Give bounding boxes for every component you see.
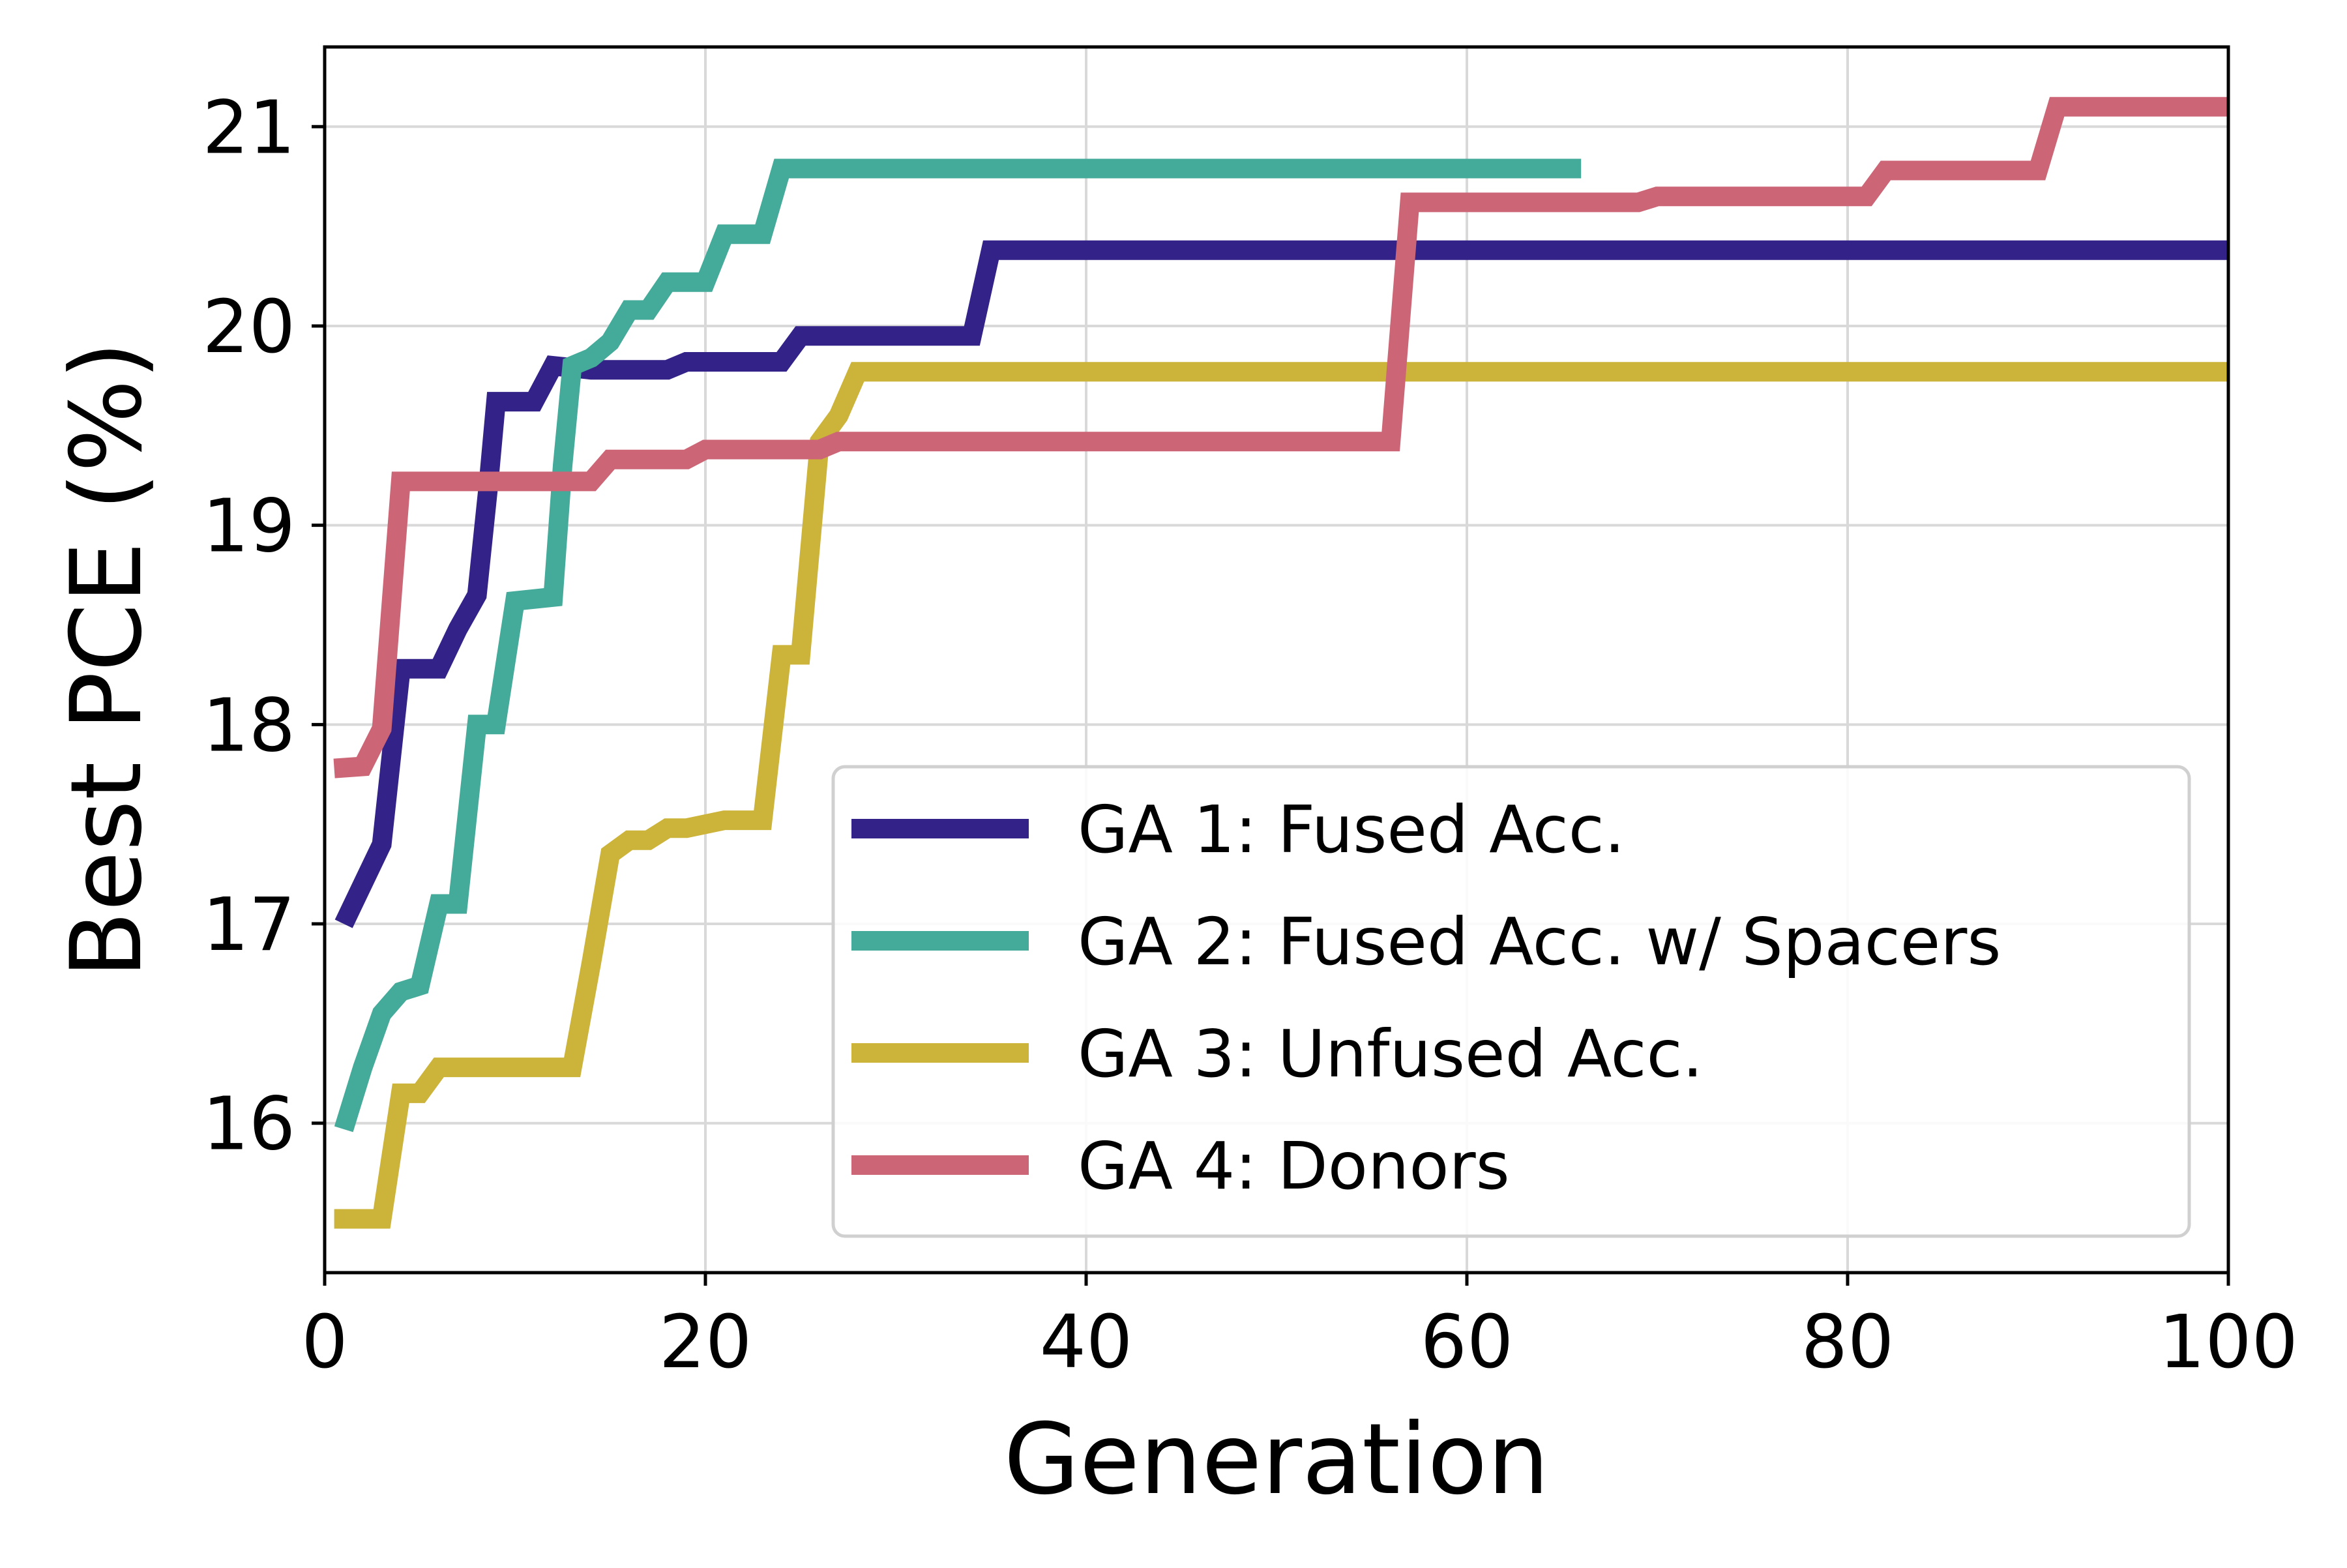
legend-frame [831, 765, 2191, 1238]
series-line-ga-4 [333, 96, 2228, 778]
series-line-ga-1 [334, 240, 2228, 928]
x-tick-label: 80 [1801, 1300, 1895, 1385]
y-tick-label: 17 [202, 883, 295, 968]
x-tick-label: 20 [659, 1300, 752, 1385]
y-tick-label: 19 [202, 484, 295, 569]
x-tick-label: 100 [2159, 1300, 2298, 1385]
y-tick-label: 16 [202, 1082, 295, 1167]
y-tick-label: 20 [202, 285, 295, 370]
axis-ticks: 0 20 40 60 80 100 16 17 18 19 20 21 [202, 85, 2297, 1385]
y-tick-label: 21 [202, 85, 295, 170]
series-line-ga-3 [334, 362, 2228, 1229]
plot-frame [323, 45, 2230, 1275]
legend-label-ga-1: GA 1: Fused Acc. [1078, 791, 1625, 868]
x-tick-label: 60 [1421, 1300, 1514, 1385]
x-tick-label: 0 [301, 1300, 347, 1385]
legend: GA 1: Fused Acc. GA 2: Fused Acc. w/ Spac… [831, 765, 2191, 1238]
legend-label-ga-4: GA 4: Donors [1078, 1128, 1510, 1204]
series-lines [333, 96, 2228, 1229]
series-line-ga-2 [334, 158, 1582, 1132]
y-tick-label: 18 [202, 683, 295, 768]
y-axis-label: Best PCE (%) [50, 341, 164, 978]
legend-label-ga-2: GA 2: Fused Acc. w/ Spacers [1078, 904, 2001, 980]
x-axis-label: Generation [1004, 1403, 1550, 1516]
legend-label-ga-3: GA 3: Unfused Acc. [1078, 1016, 1703, 1092]
x-tick-label: 40 [1040, 1300, 1133, 1385]
